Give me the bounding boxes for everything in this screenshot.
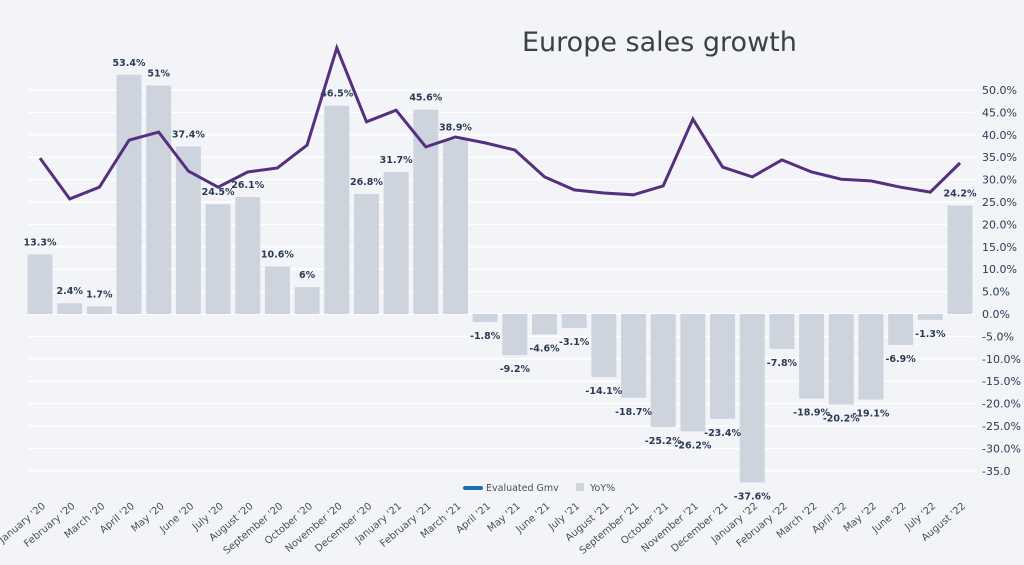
bar[interactable] — [353, 193, 379, 314]
bar-data-label: -7.8% — [767, 358, 798, 369]
y-tick-label: -15.0% — [982, 375, 1021, 388]
bar-data-label: 37.4% — [172, 129, 205, 140]
y-tick-label: 15.0% — [982, 241, 1017, 254]
legend-swatch-yoy[interactable] — [576, 483, 584, 491]
bar[interactable] — [472, 314, 498, 323]
bar-data-label: -20.2% — [823, 413, 860, 424]
bar[interactable] — [146, 85, 172, 315]
bar[interactable] — [442, 139, 468, 314]
bar-data-labels: 13.3% 2.4% 1.7% 53.4%51% 37.4% 24.5%26.1% 10.6… — [24, 58, 977, 503]
line-series-evaluated-gmv — [38, 43, 962, 201]
bar[interactable] — [799, 314, 825, 399]
bar-data-label: -9.2% — [500, 364, 531, 375]
bar-data-label: 2.4% — [56, 286, 83, 297]
bar[interactable] — [650, 314, 676, 427]
bar-series-yoy — [27, 74, 973, 483]
bar-data-label: 26.1% — [231, 180, 264, 191]
bar[interactable] — [57, 303, 83, 314]
y-tick-label: -35.0 — [982, 465, 1010, 478]
bar-data-label: -18.7% — [615, 407, 652, 418]
bar[interactable] — [86, 306, 112, 314]
bar-data-label: -23.4% — [704, 428, 741, 439]
bar-data-label: 6% — [299, 270, 316, 281]
chart-title: Europe sales growth — [522, 27, 797, 58]
bar[interactable] — [680, 314, 706, 432]
bar[interactable] — [205, 204, 231, 314]
y-tick-label: 20.0% — [982, 218, 1017, 231]
y-tick-label: -10.0% — [982, 353, 1021, 366]
bar-data-label: 38.9% — [439, 123, 472, 134]
y-tick-label: 0.0% — [982, 308, 1010, 321]
bar-data-label: -14.1% — [585, 386, 622, 397]
bar-data-label: -4.6% — [529, 344, 560, 355]
y-tick-label: 50.0% — [982, 84, 1017, 97]
y-tick-label: -25.0% — [982, 420, 1021, 433]
bar[interactable] — [413, 109, 439, 314]
y-tick-label: -20.0% — [982, 398, 1021, 411]
bar-data-label: -1.3% — [915, 329, 946, 340]
y-tick-label: 40.0% — [982, 129, 1017, 142]
y-tick-label: 45.0% — [982, 106, 1017, 119]
bar[interactable] — [561, 314, 587, 328]
bar[interactable] — [532, 314, 558, 335]
bar[interactable] — [769, 314, 795, 349]
bar-data-label: 13.3% — [24, 237, 57, 248]
y-tick-label: -5.0% — [982, 330, 1014, 343]
bar-data-label: -37.6% — [734, 491, 771, 502]
y-tick-label: 10.0% — [982, 263, 1017, 276]
bar-data-label: -26.2% — [674, 440, 711, 451]
bar-data-label: -6.9% — [885, 354, 916, 365]
bar[interactable] — [828, 314, 854, 405]
bar-data-label: 46.5% — [320, 89, 353, 100]
bar-data-label: 53.4% — [113, 58, 146, 69]
y-tick-label: -30.0% — [982, 442, 1021, 455]
bar-data-label: 26.8% — [350, 177, 383, 188]
y-tick-label: 35.0% — [982, 151, 1017, 164]
bar[interactable] — [235, 197, 261, 314]
bar-data-label: -19.1% — [853, 409, 890, 420]
line-path[interactable] — [38, 43, 962, 201]
legend-label-evaluated-gmv[interactable]: Evaluated Gmv — [486, 483, 559, 494]
bar[interactable] — [710, 314, 736, 419]
bar[interactable] — [116, 74, 142, 314]
y-tick-label: 5.0% — [982, 286, 1010, 299]
bar[interactable] — [502, 314, 528, 356]
bar[interactable] — [621, 314, 647, 398]
bar[interactable] — [324, 105, 350, 315]
bar-data-label: 45.6% — [409, 93, 442, 104]
bar[interactable] — [294, 287, 320, 314]
bar[interactable] — [858, 314, 884, 400]
bar[interactable] — [264, 266, 290, 314]
legend-label-yoy[interactable]: YoY% — [589, 483, 615, 494]
bar-data-label: 51% — [147, 69, 170, 80]
bar-data-label: 31.7% — [380, 155, 413, 166]
bar[interactable] — [739, 314, 765, 483]
bar-data-label: 1.7% — [86, 289, 113, 300]
bar-data-label: -18.9% — [793, 408, 830, 419]
bar-data-label: -25.2% — [645, 436, 682, 447]
bar-data-label: -3.1% — [559, 337, 590, 348]
y-tick-label: 25.0% — [982, 196, 1017, 209]
bar-data-label: -1.8% — [470, 331, 501, 342]
bar[interactable] — [947, 205, 973, 314]
y-axis: 50.0% 45.0% 40.0% 35.0% 30.0% 25.0% 20.0% 15.0%… — [982, 84, 1021, 478]
bar[interactable] — [917, 314, 943, 320]
legend: Evaluated Gmv YoY% — [463, 483, 615, 494]
y-tick-label: 30.0% — [982, 174, 1017, 187]
bar[interactable] — [888, 314, 914, 345]
bar[interactable] — [591, 314, 617, 378]
bar[interactable] — [27, 254, 53, 314]
bar-data-label: 10.6% — [261, 250, 294, 261]
bar-data-label: 24.5% — [202, 187, 235, 198]
legend-swatch-evaluated-gmv[interactable] — [463, 486, 483, 490]
bar-data-label: 24.2% — [944, 189, 977, 200]
bar[interactable] — [383, 171, 409, 314]
